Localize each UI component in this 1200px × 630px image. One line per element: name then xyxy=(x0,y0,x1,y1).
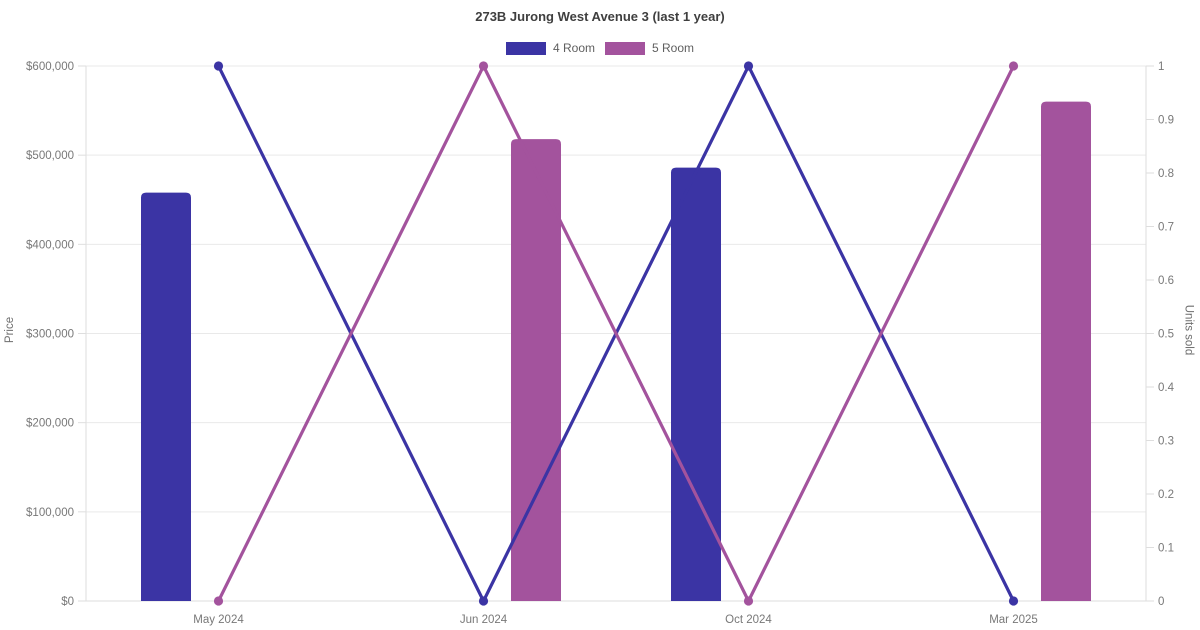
units-tick-label: 0.3 xyxy=(1158,436,1174,448)
x-tick-label: Oct 2024 xyxy=(725,614,772,626)
point-4-room-mar-2025[interactable] xyxy=(1008,596,1019,606)
units-tick-label: 0.9 xyxy=(1158,115,1174,127)
units-tick-label: 0 xyxy=(1158,596,1164,608)
line-5-room xyxy=(216,64,1016,603)
legend-swatch-5-room xyxy=(605,41,645,55)
x-tick-label: Jun 2024 xyxy=(460,614,508,626)
price-tick-label: $100,000 xyxy=(26,507,74,519)
chart-title: 273B Jurong West Avenue 3 (last 1 year) xyxy=(475,9,725,24)
point-4-room-jun-2024[interactable] xyxy=(478,596,489,606)
point-5-room-oct-2024[interactable] xyxy=(743,596,754,606)
point-4-room-may-2024[interactable] xyxy=(213,61,224,71)
legend-swatch-4-room xyxy=(505,41,546,55)
bar-4-room-may-2024[interactable] xyxy=(141,192,191,601)
point-5-room-jun-2024[interactable] xyxy=(478,61,489,71)
units-tick-label: 0.6 xyxy=(1158,275,1174,287)
bar-4-room-oct-2024[interactable] xyxy=(671,167,721,601)
price-tick-label: $600,000 xyxy=(26,61,74,73)
bar-5-room-mar-2025[interactable] xyxy=(1041,101,1091,602)
legend-item-4-room[interactable]: 4 Room xyxy=(505,41,595,55)
x-tick-label: May 2024 xyxy=(193,614,244,626)
legend-label-5-room: 5 Room xyxy=(652,41,695,55)
legend-item-5-room[interactable]: 5 Room xyxy=(605,41,694,55)
units-tick-label: 0.1 xyxy=(1158,543,1174,555)
units-tick-label: 0.5 xyxy=(1158,329,1174,341)
legend-label-4-room: 4 Room xyxy=(552,41,595,55)
units-tick-label: 0.8 xyxy=(1158,168,1174,180)
units-tick-label: 0.7 xyxy=(1158,222,1174,234)
price-tick-label: $500,000 xyxy=(26,150,74,162)
units-tick-label: 0.2 xyxy=(1158,489,1174,501)
price-tick-label: $300,000 xyxy=(26,329,74,341)
x-tick-label: Mar 2025 xyxy=(989,614,1038,626)
price-tick-label: $0 xyxy=(61,596,74,608)
price-tick-label: $200,000 xyxy=(26,418,74,430)
bar-5-room-jun-2024[interactable] xyxy=(511,139,561,601)
point-5-room-may-2024[interactable] xyxy=(213,596,224,606)
units-tick-label: 0.4 xyxy=(1158,382,1175,394)
price-tick-label: $400,000 xyxy=(26,239,74,251)
point-5-room-mar-2025[interactable] xyxy=(1008,61,1019,71)
units-tick-label: 1 xyxy=(1158,61,1164,73)
legend: 4 Room 5 Room xyxy=(0,41,1200,55)
point-4-room-oct-2024[interactable] xyxy=(743,61,754,71)
